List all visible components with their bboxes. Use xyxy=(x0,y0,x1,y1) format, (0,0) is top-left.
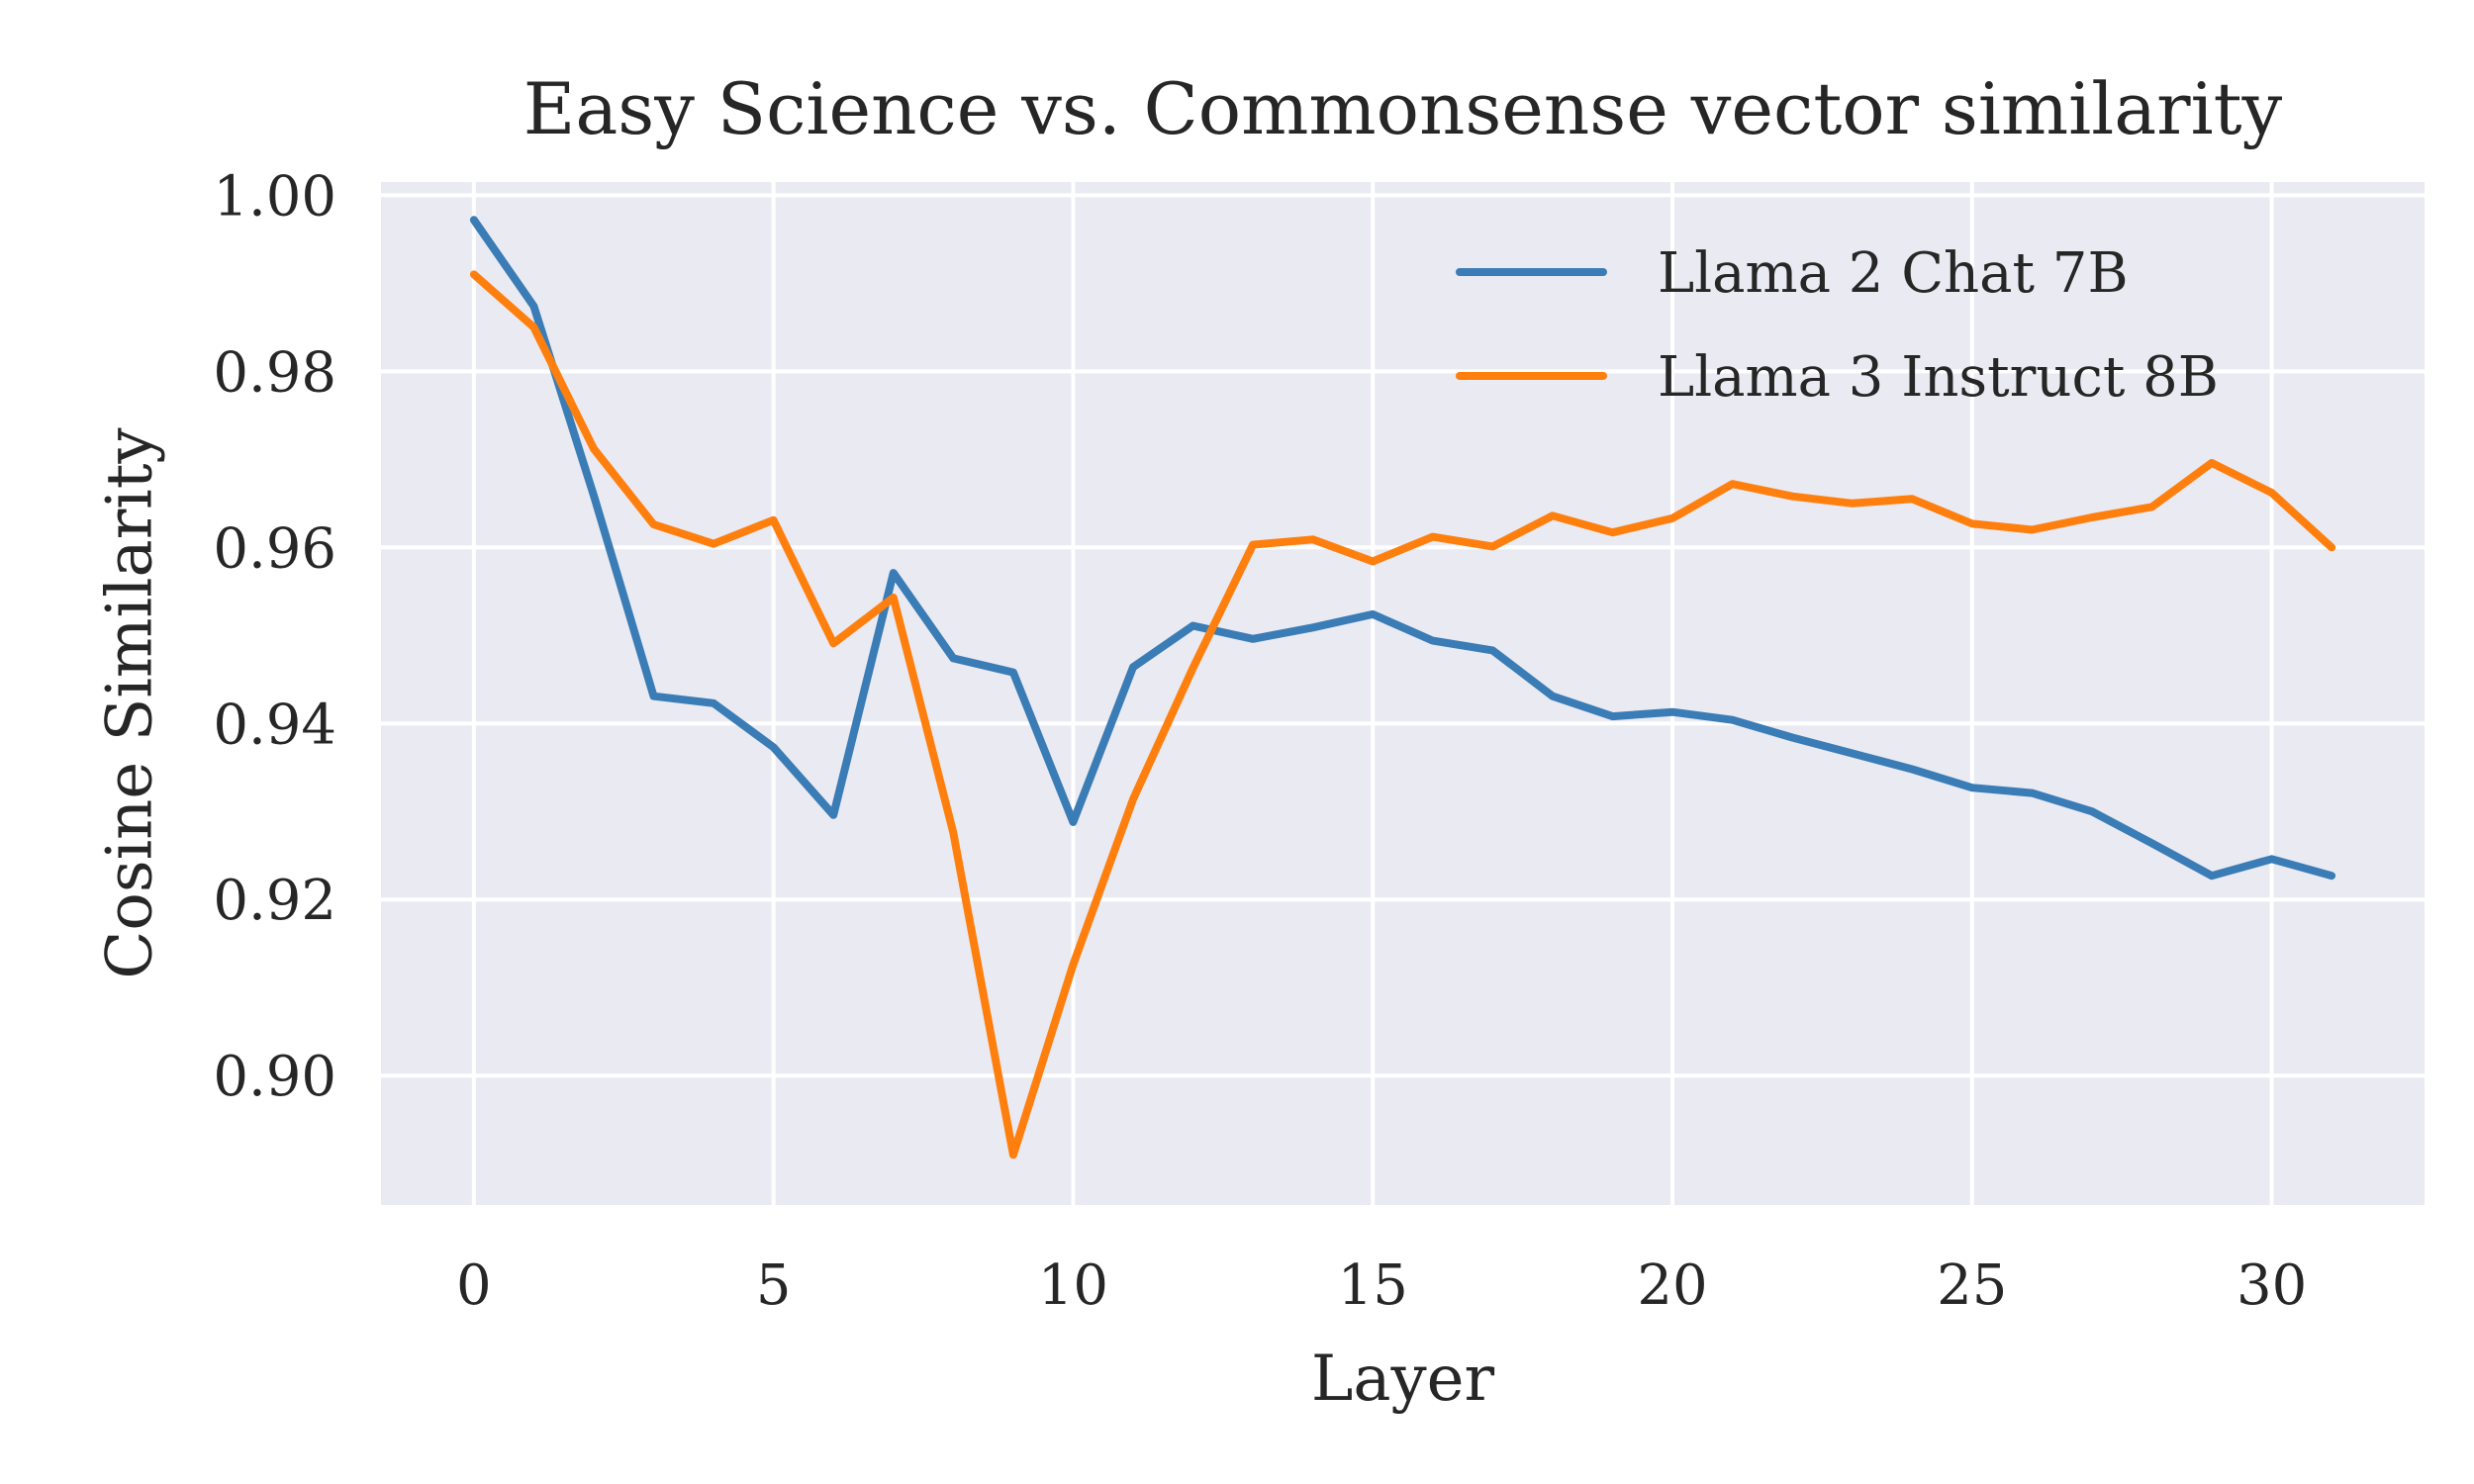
x-tick-label: 0 xyxy=(456,1253,492,1318)
legend: Llama 2 Chat 7B Llama 3 Instruct 8B xyxy=(1456,241,2219,410)
y-tick-label: 0.92 xyxy=(213,869,336,933)
series-lines xyxy=(469,216,2336,1159)
x-tick-label: 5 xyxy=(756,1253,792,1318)
y-tick-label: 1.00 xyxy=(213,164,336,229)
series-line-2 xyxy=(469,270,2336,1159)
plot-area xyxy=(381,182,2425,1205)
x-axis-ticks: 0 5 10 15 20 25 30 xyxy=(456,1253,2307,1318)
y-axis-label: Cosine Similarity xyxy=(93,427,166,978)
legend-label-1: Llama 2 Chat 7B xyxy=(1658,241,2129,306)
series-line-1 xyxy=(469,216,2336,881)
x-tick-label: 10 xyxy=(1038,1253,1108,1318)
y-tick-label: 0.90 xyxy=(213,1045,336,1109)
x-tick-label: 15 xyxy=(1338,1253,1408,1318)
chart-title: Easy Science vs. Commonsense vector simi… xyxy=(523,67,2283,150)
y-tick-label: 0.98 xyxy=(213,340,336,405)
x-axis-label: Layer xyxy=(1311,1343,1495,1416)
y-axis-ticks: 0.90 0.92 0.94 0.96 0.98 1.00 xyxy=(213,164,336,1109)
legend-label-2: Llama 3 Instruct 8B xyxy=(1658,345,2219,410)
y-tick-label: 0.96 xyxy=(213,516,336,581)
x-tick-label: 30 xyxy=(2236,1253,2307,1318)
gridlines xyxy=(381,182,2425,1205)
y-tick-label: 0.94 xyxy=(213,693,336,757)
x-tick-label: 25 xyxy=(1937,1253,2007,1318)
x-tick-label: 20 xyxy=(1637,1253,1707,1318)
